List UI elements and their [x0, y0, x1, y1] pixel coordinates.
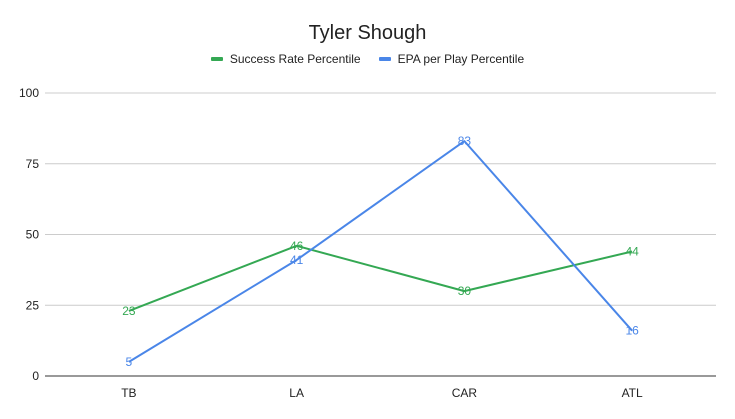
- y-tick-label-0: 0: [32, 369, 39, 383]
- data-label-epa-atl: 16: [625, 324, 639, 338]
- data-label-epa-car: 83: [458, 134, 472, 148]
- data-label-success-rate-la: 46: [290, 239, 304, 253]
- legend-swatch-success-rate: [210, 57, 223, 61]
- x-tick-label-atl: ATL: [622, 386, 643, 400]
- data-label-epa-tb: 5: [126, 355, 133, 369]
- series-line-success-rate: [128, 244, 633, 312]
- y-tick-label-25: 25: [26, 298, 40, 312]
- x-tick-label-car: CAR: [452, 386, 478, 400]
- legend-label-epa: EPA per Play Percentile: [397, 52, 525, 66]
- data-label-success-rate-atl: 44: [625, 244, 639, 258]
- x-tick-label-tb: TB: [121, 386, 136, 400]
- legend-label-success-rate: Success Rate Percentile: [229, 52, 361, 66]
- legend: Success Rate Percentile EPA per Play Per…: [0, 52, 735, 66]
- legend-swatch-epa: [378, 57, 391, 61]
- chart-title: Tyler Shough: [308, 22, 427, 44]
- data-label-epa-la: 41: [290, 253, 304, 267]
- series-line-epa: [128, 140, 633, 363]
- x-tick-label-la: LA: [289, 386, 304, 400]
- y-tick-label-100: 100: [19, 86, 39, 100]
- data-label-success-rate-tb: 23: [122, 304, 136, 318]
- legend-item-epa[interactable]: EPA per Play Percentile: [378, 52, 525, 66]
- data-label-success-rate-car: 30: [458, 284, 472, 298]
- legend-item-success-rate[interactable]: Success Rate Percentile: [210, 52, 361, 66]
- y-tick-label-50: 50: [26, 228, 40, 242]
- y-tick-label-75: 75: [26, 157, 40, 171]
